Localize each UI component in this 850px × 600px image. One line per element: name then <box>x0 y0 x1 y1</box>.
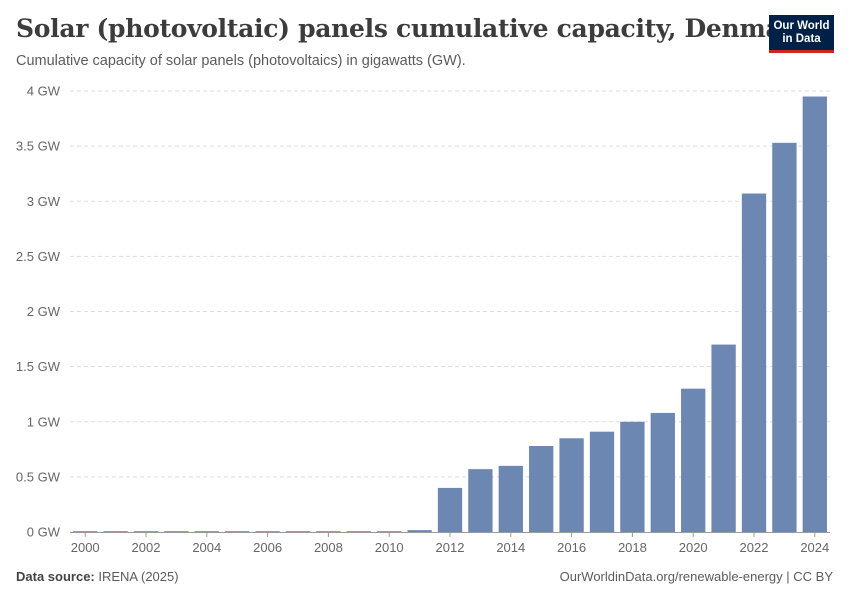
bar-2003[interactable] <box>164 531 189 532</box>
bar-2020[interactable] <box>681 388 706 532</box>
x-tick-label: 2006 <box>253 540 282 555</box>
bar-2024[interactable] <box>802 96 827 532</box>
x-tick-label: 2022 <box>740 540 769 555</box>
y-tick-label: 1 GW <box>27 414 61 429</box>
data-source: Data source: IRENA (2025) <box>16 569 179 584</box>
x-tick-label: 2012 <box>436 540 465 555</box>
bar-2002[interactable] <box>133 531 159 532</box>
x-tick-label: 2010 <box>375 540 404 555</box>
bar-2016[interactable] <box>559 438 584 532</box>
bar-2010[interactable] <box>377 531 402 532</box>
data-source-link[interactable]: IRENA (2025) <box>98 569 179 584</box>
y-tick-label: 2 GW <box>27 304 61 319</box>
bar-2019[interactable] <box>650 412 675 532</box>
bar-2008[interactable] <box>316 531 341 532</box>
bar-2004[interactable] <box>194 531 219 532</box>
x-tick-label: 2024 <box>800 540 829 555</box>
bar-2012[interactable] <box>437 487 463 532</box>
x-tick-label: 2018 <box>618 540 647 555</box>
credit-link[interactable]: OurWorldinData.org/renewable-energy | CC… <box>559 569 833 584</box>
bar-2014[interactable] <box>498 465 523 532</box>
bar-2013[interactable] <box>468 469 493 532</box>
data-source-label: Data source: <box>16 569 95 584</box>
bar-2022[interactable] <box>741 193 767 532</box>
y-tick-label: 1.5 GW <box>16 359 61 374</box>
x-tick-label: 2002 <box>132 540 161 555</box>
bar-2009[interactable] <box>346 531 371 532</box>
x-tick-label: 2016 <box>557 540 586 555</box>
x-tick-label: 2020 <box>679 540 708 555</box>
logo-line-2: in Data <box>782 32 821 45</box>
bar-2000[interactable] <box>73 531 98 532</box>
y-tick-label: 3.5 GW <box>16 139 61 154</box>
y-tick-label: 3 GW <box>27 194 61 209</box>
x-tick-label: 2000 <box>71 540 100 555</box>
chart-subtitle: Cumulative capacity of solar panels (pho… <box>16 53 466 69</box>
x-tick-label: 2008 <box>314 540 343 555</box>
bar-2018[interactable] <box>620 421 645 532</box>
bar-2005[interactable] <box>225 531 250 532</box>
bar-2021[interactable] <box>711 344 736 532</box>
y-tick-label: 4 GW <box>27 84 61 99</box>
bar-2001[interactable] <box>103 531 128 532</box>
y-tick-label: 2.5 GW <box>16 249 61 264</box>
bar-2011[interactable] <box>407 530 432 532</box>
x-tick-label: 2004 <box>192 540 221 555</box>
bar-2015[interactable] <box>529 446 554 532</box>
x-tick-label: 2014 <box>496 540 525 555</box>
bar-2007[interactable] <box>285 531 311 532</box>
bar-2023[interactable] <box>772 142 797 532</box>
bar-2006[interactable] <box>255 531 280 532</box>
owid-logo[interactable]: Our World in Data <box>769 15 834 53</box>
chart-title: Solar (photovoltaic) panels cumulative c… <box>16 14 812 43</box>
y-tick-label: 0 GW <box>27 525 61 540</box>
bar-2017[interactable] <box>589 431 615 532</box>
y-tick-label: 0.5 GW <box>16 469 61 484</box>
logo-line-1: Our World <box>773 19 830 32</box>
